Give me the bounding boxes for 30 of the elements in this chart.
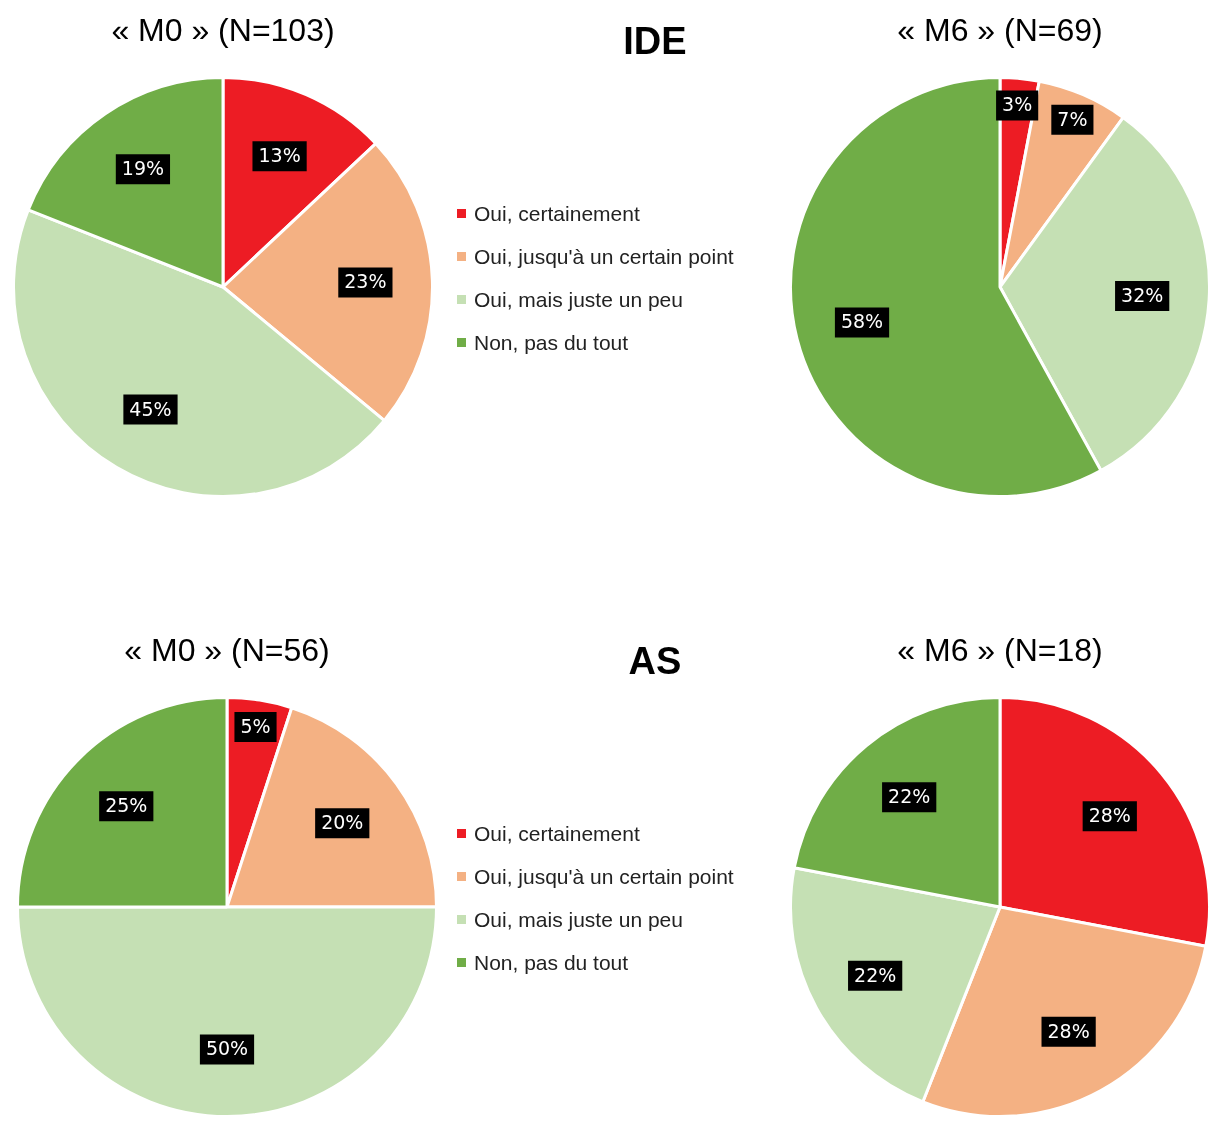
data-label: 28% <box>1047 1019 1090 1042</box>
data-label: 22% <box>888 785 931 808</box>
legend-label: Non, pas du tout <box>473 329 630 356</box>
legend-label: Oui, certainement <box>473 820 641 847</box>
data-label: 20% <box>321 811 364 834</box>
data-label: 19% <box>121 157 165 180</box>
chart-title: « M6 » (N=18) <box>896 632 1104 669</box>
data-label: 58% <box>840 310 884 333</box>
data-label: 13% <box>258 144 301 167</box>
text: IDE <box>622 20 688 63</box>
data-label: 23% <box>344 270 387 293</box>
legend-label: Oui, jusqu'à un certain point <box>473 863 734 890</box>
data-label: 32% <box>1121 283 1164 306</box>
data-label: 3% <box>1002 93 1033 116</box>
data-label: 5% <box>240 714 271 737</box>
data-label: 7% <box>1057 107 1088 130</box>
data-label: 50% <box>205 1037 249 1060</box>
text: AS <box>627 640 683 683</box>
chart-title: « M0 » (N=103) <box>110 12 336 49</box>
legend-label: Non, pas du tout <box>473 949 630 976</box>
data-label: 28% <box>1088 804 1131 827</box>
chart-title: « M0 » (N=56) <box>123 632 331 669</box>
data-label: 22% <box>854 963 897 986</box>
chart-title: « M6 » (N=69) <box>896 12 1104 49</box>
legend-label: Oui, jusqu'à un certain point <box>473 243 734 270</box>
legend-label: Oui, mais juste un peu <box>473 286 684 313</box>
legend-label: Oui, mais juste un peu <box>473 906 684 933</box>
legend-label: Oui, certainement <box>473 200 641 227</box>
data-label: 25% <box>105 794 148 817</box>
data-label: 45% <box>129 397 172 420</box>
